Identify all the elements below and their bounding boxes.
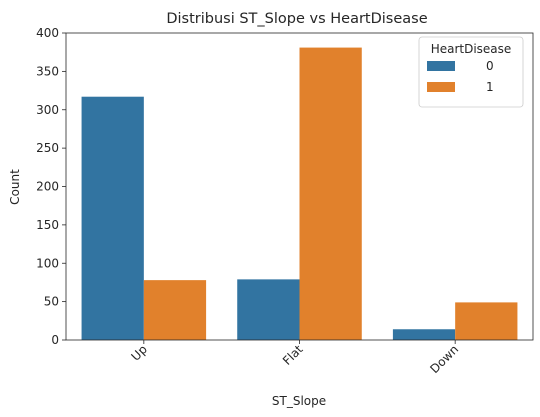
bar-up-series-1	[143, 280, 207, 340]
y-tick-label: 0	[51, 333, 59, 347]
legend-swatch-1	[427, 82, 455, 92]
x-tick-label: Down	[427, 342, 461, 376]
bar-down-series-1	[455, 302, 518, 340]
y-tick-label: 100	[36, 256, 59, 270]
chart-title: Distribusi ST_Slope vs HeartDisease	[166, 11, 427, 27]
x-axis: Up Flat Down	[128, 340, 461, 376]
y-axis: 0 50 100 150 200 250 300 350 400	[36, 26, 66, 347]
y-tick-label: 200	[36, 180, 59, 194]
legend-label-1: 1	[486, 80, 494, 94]
legend-swatch-0	[427, 61, 455, 71]
x-tick-label: Flat	[280, 342, 306, 368]
x-tick-label: Up	[128, 342, 150, 364]
bar-up-series-0	[81, 96, 144, 340]
legend: HeartDisease 0 1	[418, 36, 524, 108]
y-axis-label: Count	[8, 169, 22, 205]
plot-frame	[65, 32, 534, 341]
bars-group	[81, 47, 518, 341]
bar-flat-series-1	[299, 47, 362, 341]
plot-area: 0 50 100 150 200 250 300 350 400 Up Flat Down	[36, 26, 534, 376]
legend-label-0: 0	[486, 59, 494, 73]
legend-title: HeartDisease	[431, 42, 512, 56]
x-axis-label: ST_Slope	[272, 394, 326, 408]
y-tick-label: 250	[36, 141, 59, 155]
y-tick-label: 50	[44, 295, 59, 309]
bar-flat-series-0	[237, 279, 300, 340]
bar-down-series-0	[392, 329, 456, 340]
y-tick-label: 150	[36, 218, 59, 232]
y-tick-label: 300	[36, 103, 59, 117]
y-tick-label: 400	[36, 26, 59, 40]
y-tick-label: 350	[36, 64, 59, 78]
